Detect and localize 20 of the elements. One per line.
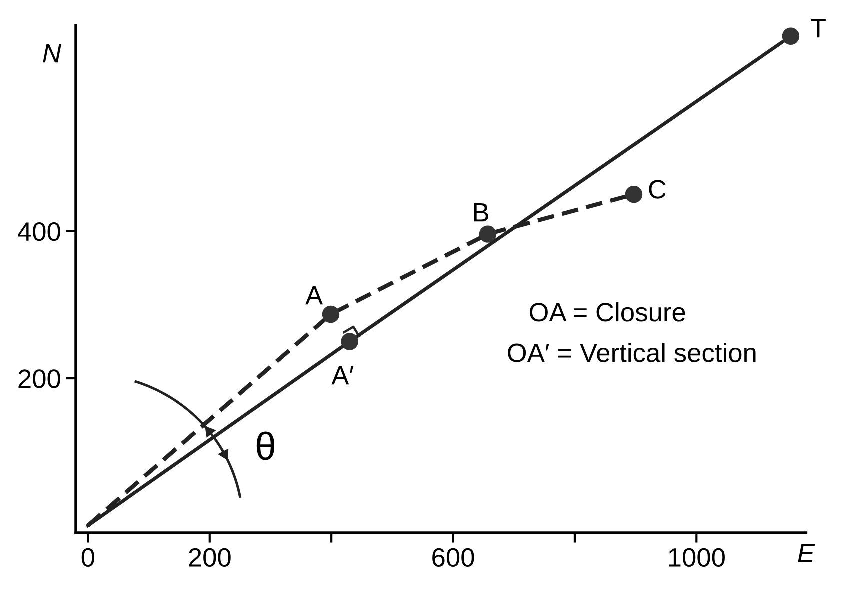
annotation: A [306,286,324,305]
annotation: OA′ = Vertical section [508,343,756,362]
annotation: OA = Closure [530,302,686,322]
y-axis-title: N [43,44,62,63]
x-tick-label: 600 [432,548,474,568]
annotation: C [649,180,666,199]
point [479,226,497,243]
x-tick-label: 0 [82,548,94,568]
point [782,28,800,45]
x-tick-label: 1000 [669,548,725,568]
y-tick-label: 400 [18,222,60,242]
annotation: B [474,204,488,222]
point [625,186,643,204]
annotation: A′ [332,366,354,385]
point [322,306,340,324]
point [341,333,358,350]
x-axis-title: E [798,544,816,562]
annotation: T [811,19,826,38]
annotation: θ [256,432,275,460]
x-tick-label: 200 [189,548,231,568]
